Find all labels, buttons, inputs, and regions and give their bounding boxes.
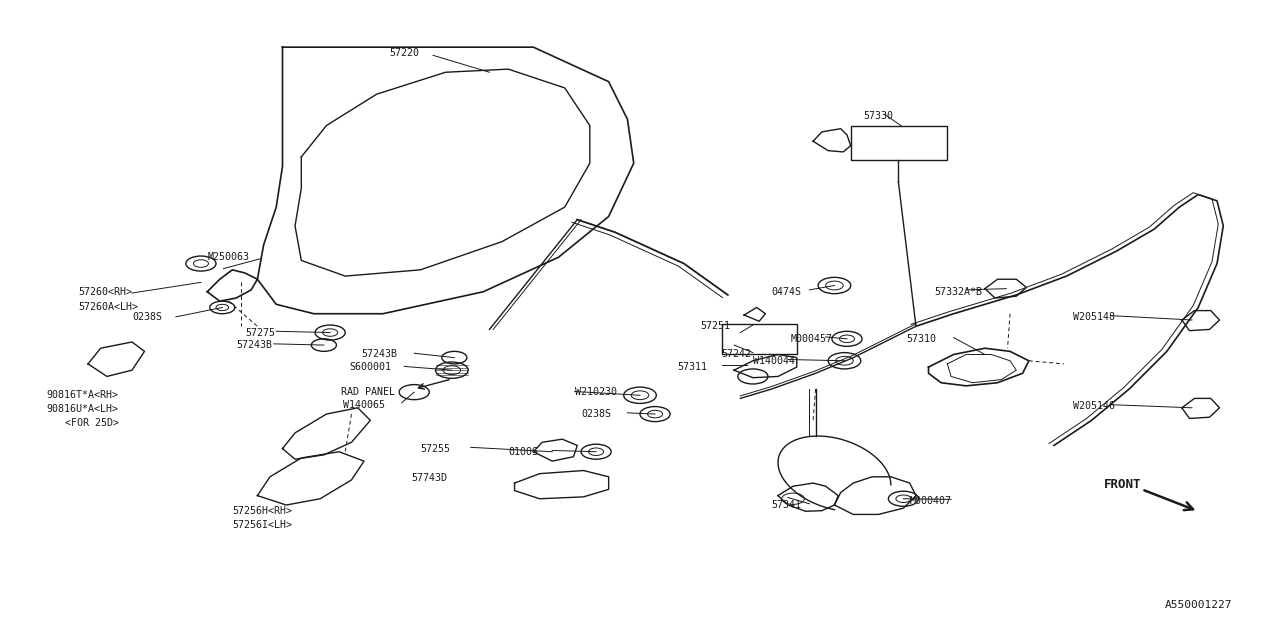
Bar <box>851 125 947 160</box>
Bar <box>722 324 796 355</box>
Text: 57243B: 57243B <box>236 340 273 350</box>
Text: 0238S: 0238S <box>132 312 163 322</box>
Text: 57275: 57275 <box>244 328 275 337</box>
Text: 57251: 57251 <box>700 321 730 332</box>
Text: S600001: S600001 <box>349 362 390 372</box>
Text: <FOR 25D>: <FOR 25D> <box>65 418 119 428</box>
Text: M250063: M250063 <box>207 252 250 262</box>
Text: 57330: 57330 <box>863 111 893 121</box>
Text: 57256I<LH>: 57256I<LH> <box>233 520 292 530</box>
Text: 57310: 57310 <box>906 334 936 344</box>
Text: W140044: W140044 <box>753 356 795 366</box>
Text: 57260<RH>: 57260<RH> <box>78 287 132 297</box>
Text: 57743D: 57743D <box>412 473 448 483</box>
Text: 57311: 57311 <box>677 362 708 372</box>
Text: 57243B: 57243B <box>361 349 398 360</box>
Text: M000407: M000407 <box>910 495 952 506</box>
Text: W210230: W210230 <box>575 387 617 397</box>
Text: W205146: W205146 <box>1073 401 1115 411</box>
Text: 57341: 57341 <box>772 500 801 510</box>
Text: A550001227: A550001227 <box>1165 600 1233 610</box>
Text: W205148: W205148 <box>1073 312 1115 322</box>
Text: 57260A<LH>: 57260A<LH> <box>78 303 138 312</box>
Text: 90816U*A<LH>: 90816U*A<LH> <box>46 404 119 414</box>
Text: 90816T*A<RH>: 90816T*A<RH> <box>46 390 119 400</box>
Text: RAD PANEL: RAD PANEL <box>342 387 396 397</box>
Text: 57255: 57255 <box>421 444 451 454</box>
Text: 0238S: 0238S <box>581 409 611 419</box>
Text: 0100S: 0100S <box>508 447 539 457</box>
Text: M000457: M000457 <box>791 334 832 344</box>
Text: 57242: 57242 <box>722 349 751 360</box>
Text: FRONT: FRONT <box>1105 478 1142 491</box>
Text: 57256H<RH>: 57256H<RH> <box>233 506 292 516</box>
Text: 0474S: 0474S <box>772 287 801 297</box>
Text: W140065: W140065 <box>343 399 385 410</box>
Text: 57220: 57220 <box>389 49 419 58</box>
Text: 57332A*B: 57332A*B <box>934 287 983 297</box>
